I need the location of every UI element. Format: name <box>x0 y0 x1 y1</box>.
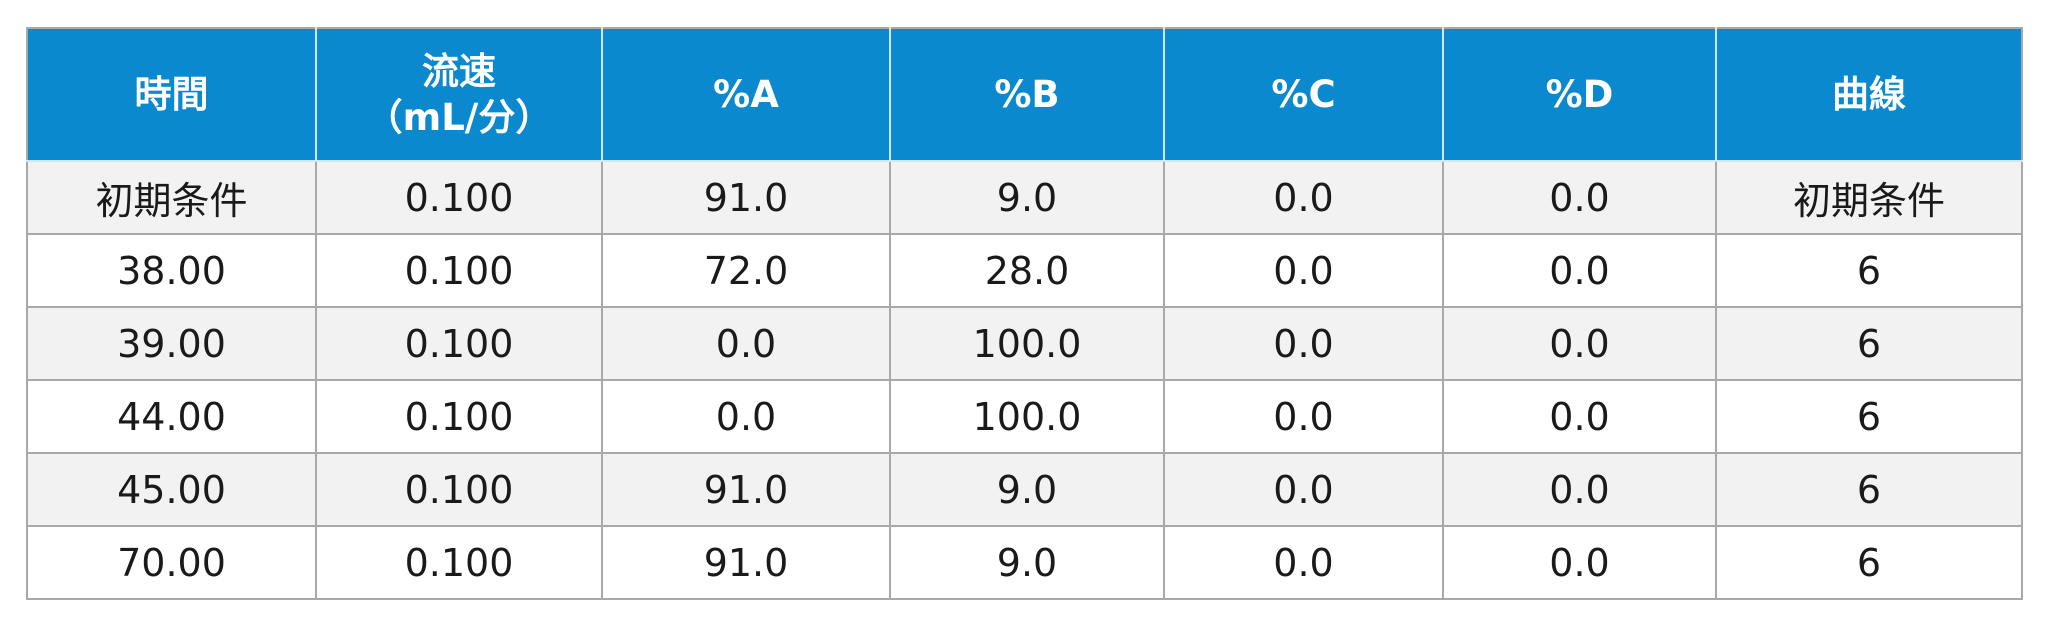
cell-time: 45.00 <box>26 452 317 527</box>
cell-percent-b: 100.0 <box>889 379 1165 454</box>
cell-percent-b: 28.0 <box>889 233 1165 308</box>
cell-percent-b: 9.0 <box>889 525 1165 600</box>
cell-flow-rate: 0.100 <box>315 379 603 454</box>
cell-time: 44.00 <box>26 379 317 454</box>
table-row: 44.00 0.100 0.0 100.0 0.0 0.0 6 <box>26 379 2023 454</box>
cell-percent-a: 0.0 <box>601 379 891 454</box>
header-percent-b: %B <box>889 27 1165 162</box>
cell-curve: 6 <box>1715 452 2023 527</box>
cell-time: 70.00 <box>26 525 317 600</box>
cell-percent-d: 0.0 <box>1442 379 1717 454</box>
cell-percent-c: 0.0 <box>1163 306 1444 381</box>
cell-curve: 6 <box>1715 233 2023 308</box>
header-label: %D <box>1545 72 1614 116</box>
table-row: 45.00 0.100 91.0 9.0 0.0 0.0 6 <box>26 452 2023 527</box>
cell-percent-a: 0.0 <box>601 306 891 381</box>
cell-percent-c: 0.0 <box>1163 160 1444 235</box>
table-row: 初期条件 0.100 91.0 9.0 0.0 0.0 初期条件 <box>26 160 2023 235</box>
cell-time: 39.00 <box>26 306 317 381</box>
header-label: %C <box>1271 72 1336 116</box>
header-label: 曲線 <box>1832 72 1906 116</box>
cell-percent-d: 0.0 <box>1442 160 1717 235</box>
cell-percent-b: 9.0 <box>889 452 1165 527</box>
cell-percent-d: 0.0 <box>1442 233 1717 308</box>
table-header: 時間 流速 （mL/分） %A %B %C %D 曲線 <box>26 27 2023 162</box>
cell-percent-d: 0.0 <box>1442 306 1717 381</box>
table-row: 39.00 0.100 0.0 100.0 0.0 0.0 6 <box>26 306 2023 381</box>
cell-flow-rate: 0.100 <box>315 452 603 527</box>
cell-curve: 6 <box>1715 525 2023 600</box>
table-row: 38.00 0.100 72.0 28.0 0.0 0.0 6 <box>26 233 2023 308</box>
cell-curve: 6 <box>1715 379 2023 454</box>
header-label: 時間 <box>134 72 209 116</box>
header-label: %B <box>994 72 1060 116</box>
cell-flow-rate: 0.100 <box>315 306 603 381</box>
header-row: 時間 流速 （mL/分） %A %B %C %D 曲線 <box>26 27 2023 162</box>
cell-percent-d: 0.0 <box>1442 452 1717 527</box>
table-body: 初期条件 0.100 91.0 9.0 0.0 0.0 初期条件 38.00 0… <box>26 160 2023 600</box>
header-time: 時間 <box>26 27 317 162</box>
cell-percent-a: 72.0 <box>601 233 891 308</box>
header-percent-d: %D <box>1442 27 1717 162</box>
gradient-table: 時間 流速 （mL/分） %A %B %C %D 曲線 初期条件 0.100 91… <box>26 27 2023 600</box>
cell-curve: 初期条件 <box>1715 160 2023 235</box>
cell-percent-c: 0.0 <box>1163 525 1444 600</box>
cell-percent-c: 0.0 <box>1163 452 1444 527</box>
cell-flow-rate: 0.100 <box>315 160 603 235</box>
cell-percent-a: 91.0 <box>601 525 891 600</box>
header-unit: （mL/分） <box>365 95 553 139</box>
cell-percent-c: 0.0 <box>1163 233 1444 308</box>
table-row: 70.00 0.100 91.0 9.0 0.0 0.0 6 <box>26 525 2023 600</box>
cell-percent-b: 100.0 <box>889 306 1165 381</box>
header-percent-c: %C <box>1163 27 1444 162</box>
header-flow-rate: 流速 （mL/分） <box>315 27 603 162</box>
header-label: 流速 <box>422 49 496 93</box>
cell-percent-a: 91.0 <box>601 452 891 527</box>
cell-time: 38.00 <box>26 233 317 308</box>
header-curve: 曲線 <box>1715 27 2023 162</box>
cell-flow-rate: 0.100 <box>315 233 603 308</box>
header-percent-a: %A <box>601 27 891 162</box>
cell-percent-d: 0.0 <box>1442 525 1717 600</box>
cell-percent-c: 0.0 <box>1163 379 1444 454</box>
cell-time: 初期条件 <box>26 160 317 235</box>
cell-percent-b: 9.0 <box>889 160 1165 235</box>
cell-percent-a: 91.0 <box>601 160 891 235</box>
cell-curve: 6 <box>1715 306 2023 381</box>
cell-flow-rate: 0.100 <box>315 525 603 600</box>
header-label: %A <box>713 72 779 116</box>
